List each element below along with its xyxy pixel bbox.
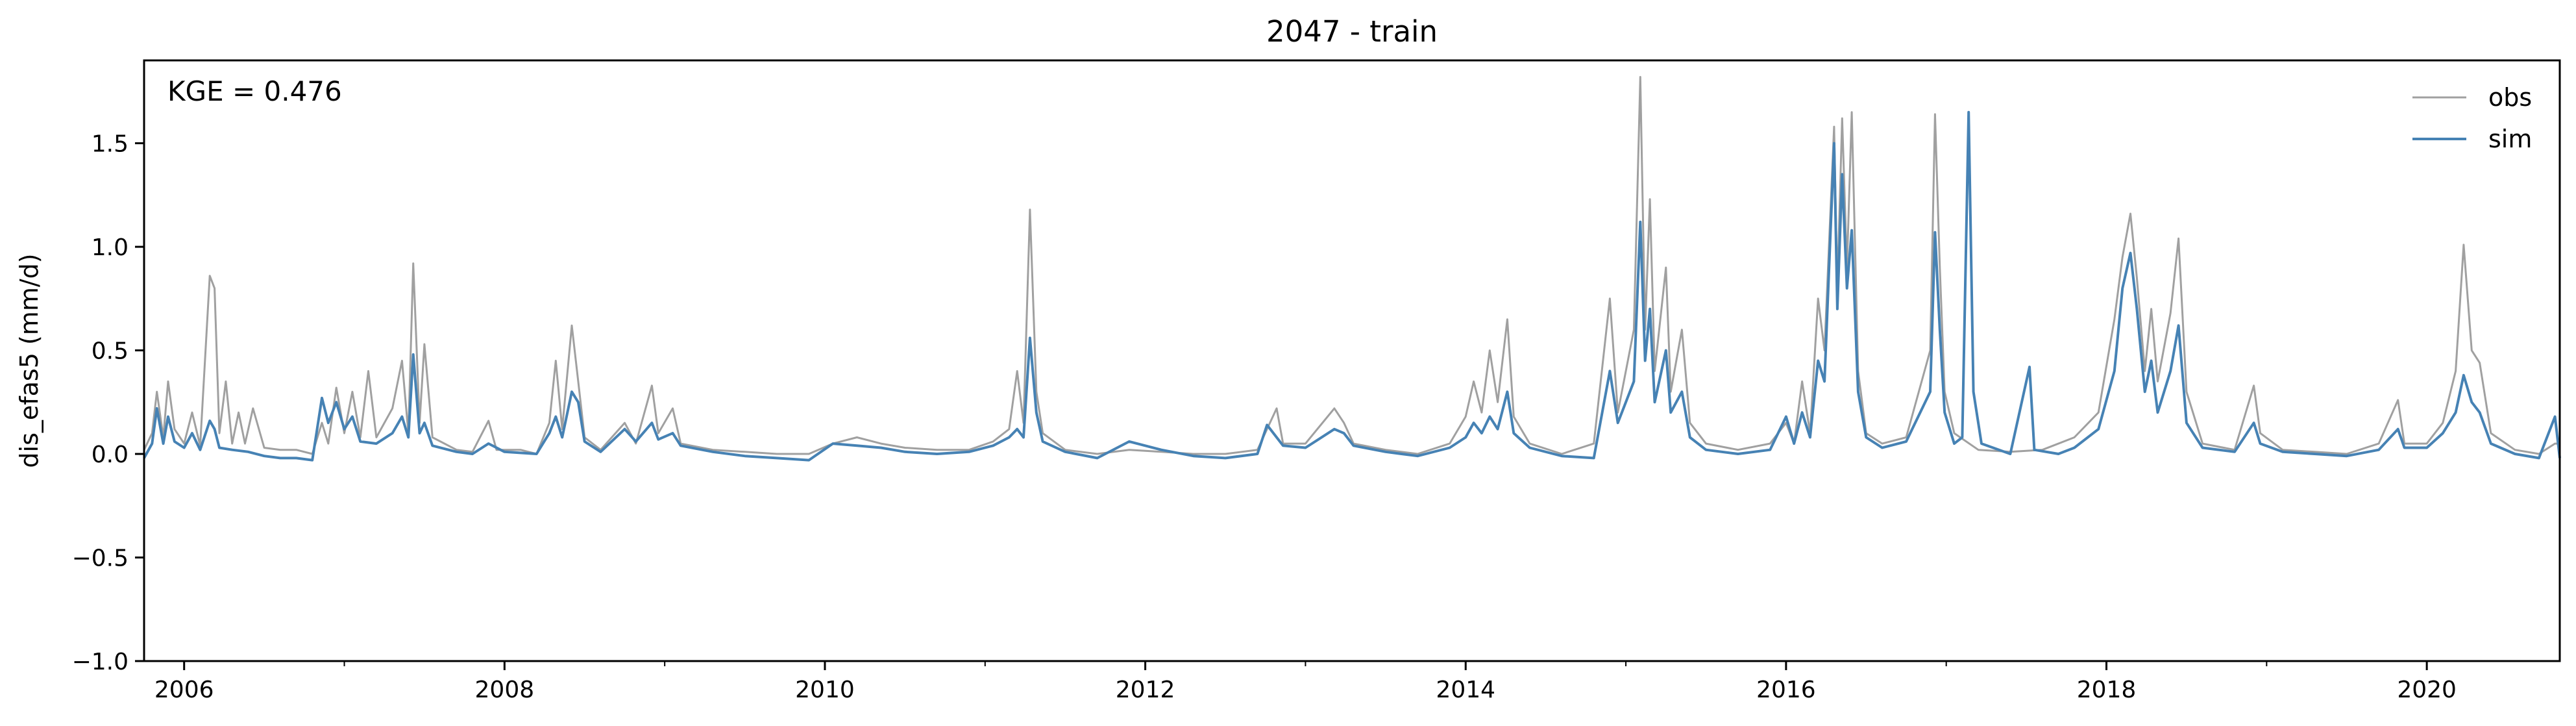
x-tick-label-2010: 2010 (795, 677, 855, 703)
y-tick-label-1.5: 1.5 (92, 131, 129, 158)
y-axis: −1.0 −0.5 0.0 0.5 1.0 1.5 (72, 131, 144, 675)
x-tick-label-2014: 2014 (1436, 677, 1495, 703)
legend-label-sim: sim (2488, 125, 2532, 153)
y-tick-label-0: 0.0 (92, 442, 129, 468)
x-tick-label-2006: 2006 (154, 677, 214, 703)
x-tick-label-2008: 2008 (475, 677, 535, 703)
plot-frame (143, 59, 2561, 662)
y-tick-label--0.5: −0.5 (72, 545, 129, 572)
chart-title: 2047 - train (1266, 14, 1438, 49)
series-layer (143, 76, 2561, 462)
plot-area: 2006 2008 2010 2012 2014 2016 2018 2020 −1.0 −0.… (72, 59, 2561, 703)
series-line-obs (143, 76, 2560, 455)
y-tick-label-1: 1.0 (92, 234, 129, 261)
x-tick-label-2020: 2020 (2397, 677, 2457, 703)
series-line-sim (143, 110, 2561, 462)
x-axis: 2006 2008 2010 2012 2014 2016 2018 2020 (154, 661, 2457, 703)
x-tick-label-2012: 2012 (1116, 677, 1175, 703)
kge-annotation: KGE = 0.476 (167, 75, 342, 107)
legend: obs sim (2412, 83, 2532, 153)
y-tick-label--1: −1.0 (72, 649, 129, 675)
y-axis-label: dis_efas5 (mm/d) (15, 253, 43, 468)
x-tick-label-2018: 2018 (2077, 677, 2137, 703)
legend-label-obs: obs (2488, 83, 2532, 112)
x-tick-label-2016: 2016 (1756, 677, 1816, 703)
y-tick-label-0.5: 0.5 (92, 338, 129, 365)
